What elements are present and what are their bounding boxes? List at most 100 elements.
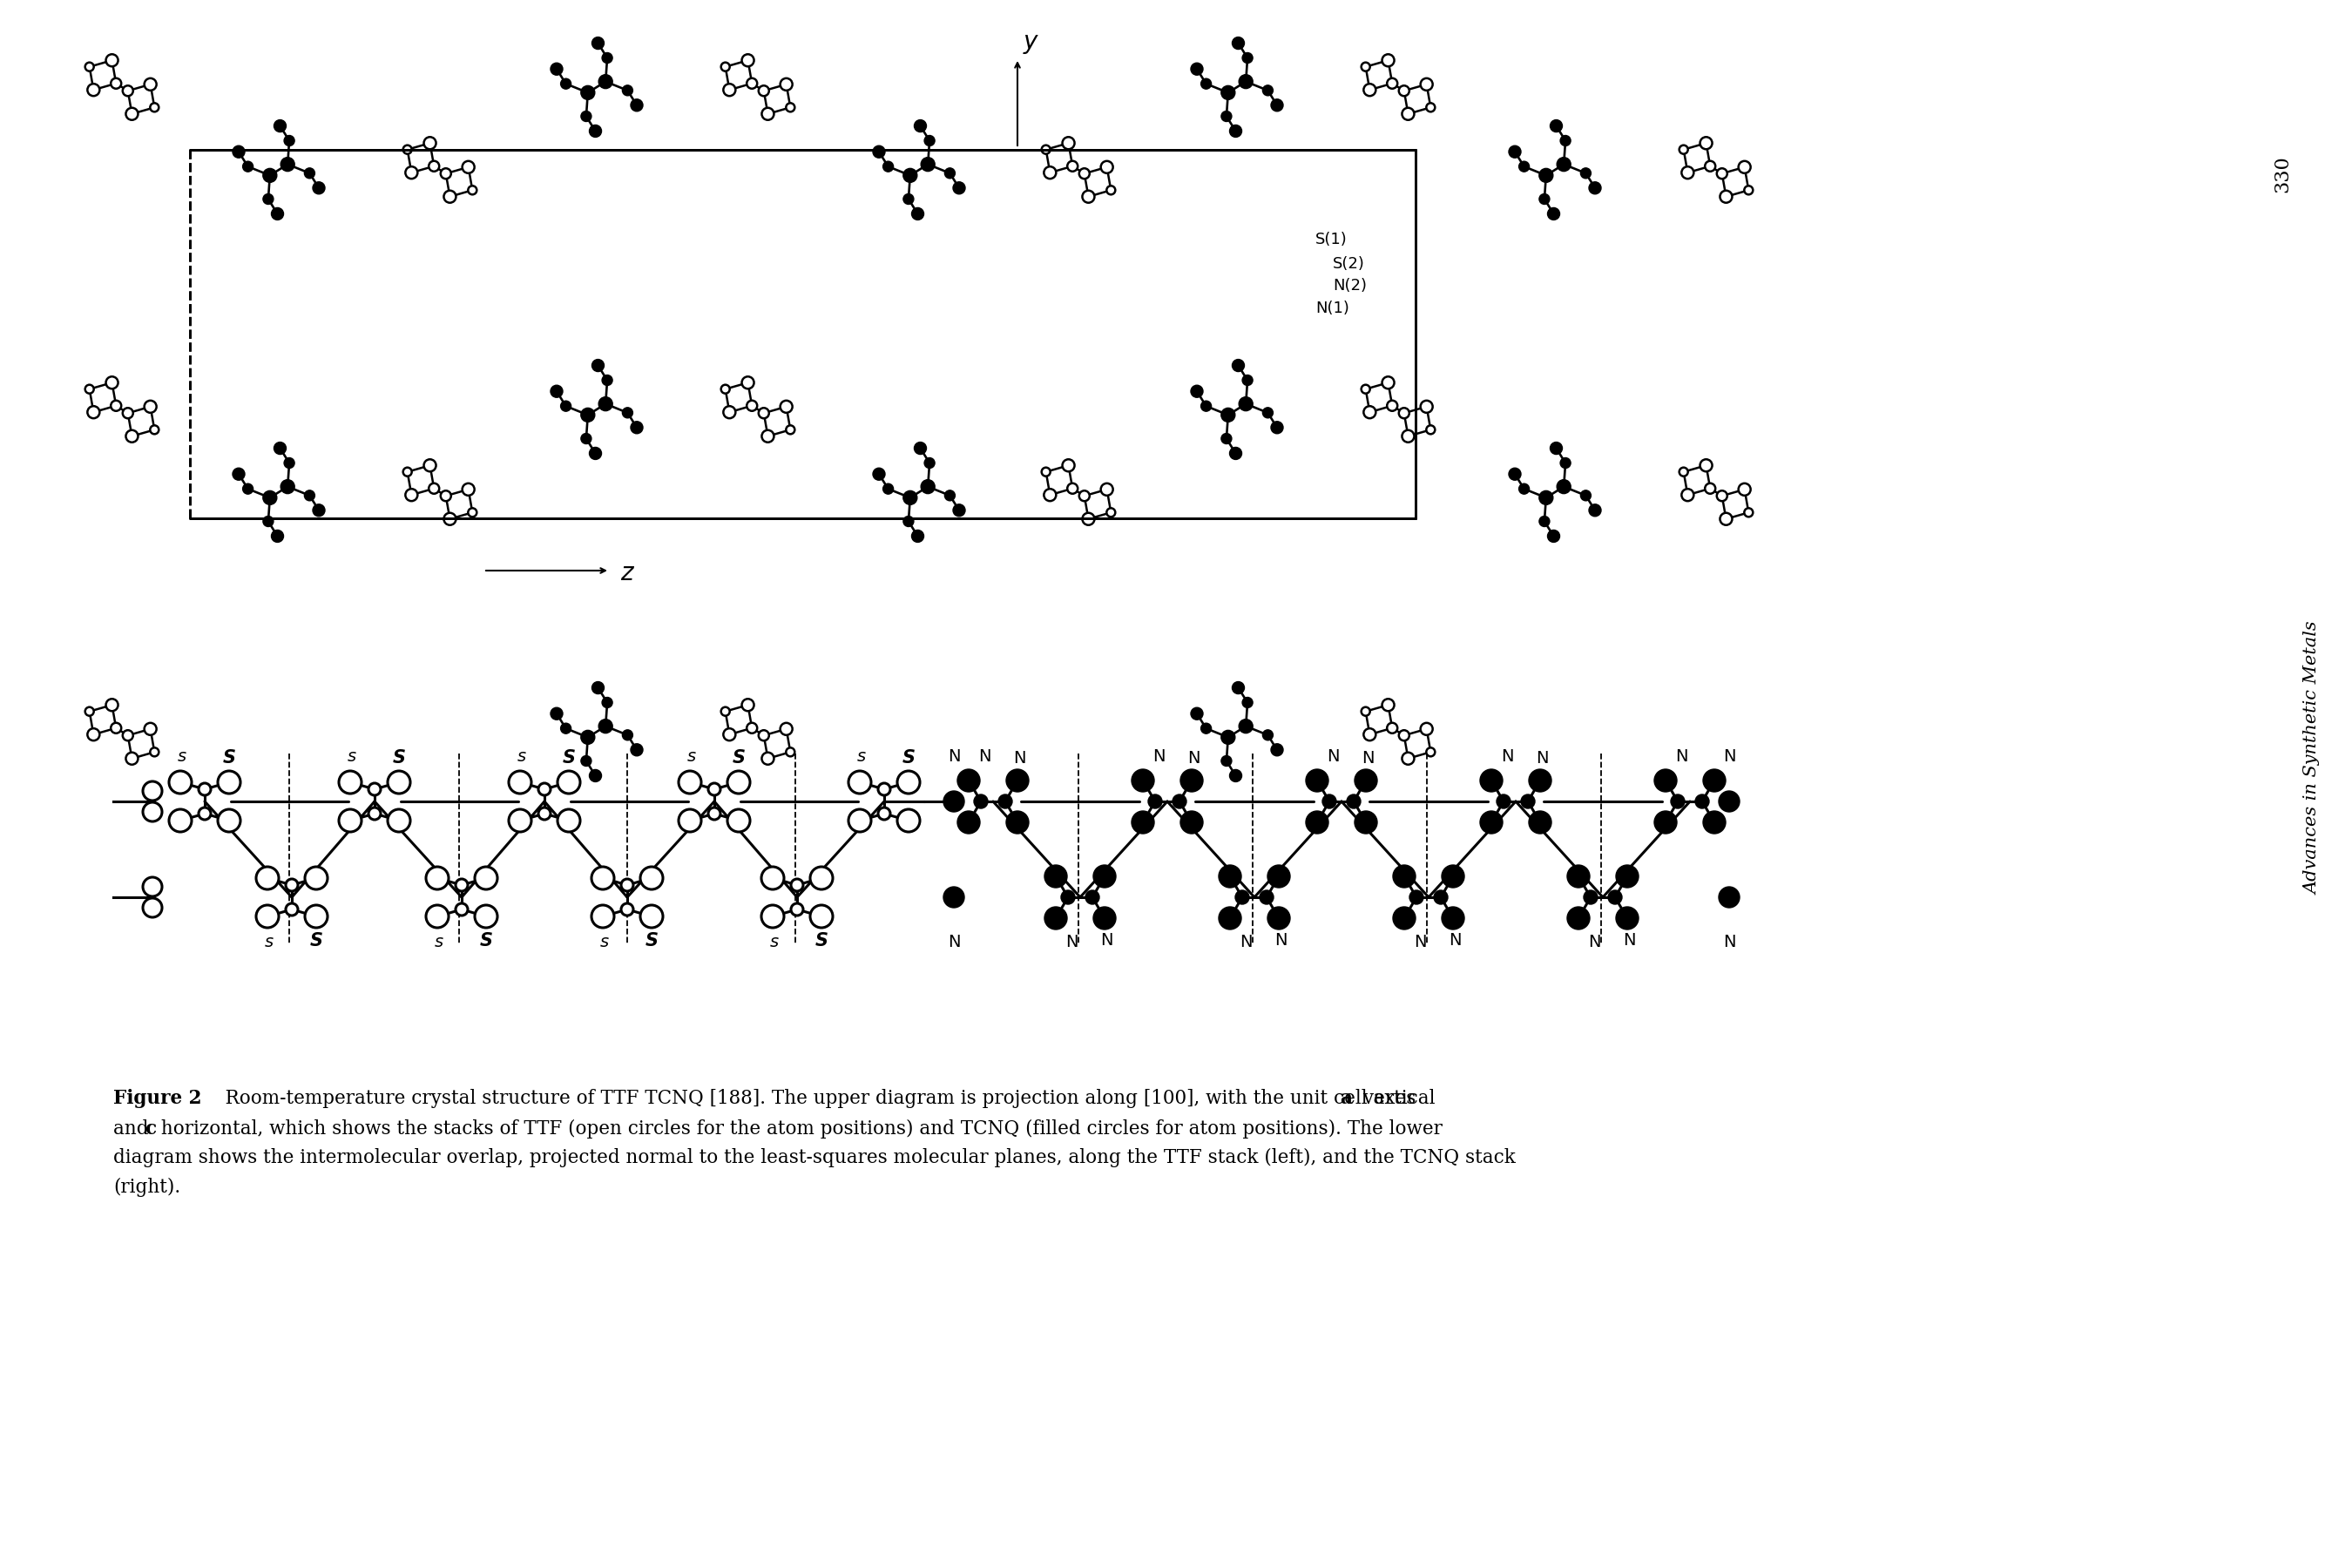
Circle shape [593, 682, 604, 695]
Circle shape [1616, 906, 1639, 930]
Circle shape [1703, 770, 1726, 792]
Circle shape [724, 729, 736, 740]
Circle shape [1679, 467, 1689, 477]
Circle shape [903, 491, 917, 505]
Circle shape [1042, 467, 1051, 477]
Circle shape [581, 111, 590, 121]
Circle shape [790, 903, 802, 916]
Circle shape [590, 905, 614, 928]
Circle shape [1409, 891, 1423, 905]
Circle shape [1042, 146, 1051, 154]
Circle shape [508, 771, 532, 793]
Circle shape [1559, 135, 1571, 146]
Circle shape [1425, 748, 1435, 756]
Circle shape [602, 375, 612, 386]
Circle shape [741, 699, 755, 710]
Text: S: S [903, 750, 915, 767]
Text: S: S [480, 931, 492, 950]
Circle shape [1230, 447, 1242, 459]
Text: N(2): N(2) [1334, 278, 1367, 293]
Circle shape [1174, 795, 1185, 809]
Circle shape [426, 905, 449, 928]
Circle shape [1362, 707, 1369, 715]
Text: S: S [644, 931, 659, 950]
Text: S: S [393, 750, 405, 767]
Circle shape [313, 182, 325, 194]
Circle shape [285, 135, 294, 146]
Circle shape [1232, 682, 1244, 695]
Circle shape [1044, 166, 1056, 179]
Circle shape [1682, 489, 1693, 502]
Circle shape [913, 207, 924, 220]
Text: diagram shows the intermolecular overlap, projected normal to the least-squares : diagram shows the intermolecular overlap… [113, 1148, 1515, 1167]
Circle shape [1221, 111, 1232, 121]
Circle shape [957, 770, 981, 792]
Circle shape [143, 898, 162, 917]
Circle shape [1496, 795, 1510, 809]
Circle shape [1581, 168, 1590, 179]
Circle shape [106, 376, 118, 389]
Circle shape [621, 880, 633, 891]
Text: N: N [1014, 750, 1025, 767]
Circle shape [724, 406, 736, 419]
Circle shape [1131, 770, 1155, 792]
Text: S: S [562, 750, 576, 767]
Circle shape [1529, 770, 1552, 792]
Circle shape [943, 887, 964, 908]
Text: N: N [1449, 931, 1461, 949]
Text: N(1): N(1) [1315, 301, 1350, 317]
Circle shape [946, 168, 955, 179]
Circle shape [903, 516, 913, 527]
Circle shape [122, 408, 134, 419]
Circle shape [1479, 770, 1503, 792]
Circle shape [1068, 483, 1077, 494]
Circle shape [1348, 795, 1362, 809]
Circle shape [273, 119, 287, 132]
Circle shape [280, 480, 294, 494]
Circle shape [1270, 422, 1284, 434]
Circle shape [581, 731, 595, 745]
Circle shape [313, 505, 325, 516]
Circle shape [1362, 384, 1369, 394]
Circle shape [1181, 811, 1202, 834]
Circle shape [539, 808, 550, 820]
Circle shape [1442, 906, 1465, 930]
Circle shape [630, 99, 642, 111]
Circle shape [974, 795, 988, 809]
Circle shape [1738, 162, 1750, 172]
Text: N: N [1065, 935, 1077, 950]
Circle shape [1719, 513, 1731, 525]
Circle shape [1105, 187, 1115, 194]
Circle shape [913, 530, 924, 543]
Circle shape [1519, 162, 1529, 172]
Circle shape [1719, 887, 1740, 908]
Circle shape [1402, 430, 1414, 442]
Circle shape [143, 803, 162, 822]
Circle shape [640, 867, 663, 889]
Circle shape [1240, 397, 1254, 411]
Circle shape [1421, 400, 1432, 412]
Circle shape [1383, 376, 1395, 389]
Circle shape [143, 781, 162, 801]
Circle shape [1538, 491, 1552, 505]
Circle shape [1402, 108, 1414, 121]
Circle shape [1590, 182, 1602, 194]
Circle shape [550, 386, 562, 397]
Circle shape [1421, 78, 1432, 91]
Text: s: s [769, 935, 779, 950]
Circle shape [1745, 187, 1752, 194]
Text: s: s [179, 748, 186, 765]
Text: N: N [1240, 935, 1251, 950]
Text: Advances in Synthetic Metals: Advances in Synthetic Metals [2305, 621, 2321, 894]
Circle shape [746, 723, 757, 734]
Circle shape [1263, 85, 1272, 96]
Circle shape [1479, 811, 1503, 834]
Text: N: N [1414, 935, 1425, 950]
Text: s: s [856, 748, 866, 765]
Circle shape [1148, 795, 1162, 809]
Circle shape [1261, 891, 1272, 905]
Circle shape [1364, 406, 1376, 419]
Circle shape [1082, 191, 1094, 202]
Circle shape [1242, 375, 1254, 386]
Circle shape [1679, 146, 1689, 154]
